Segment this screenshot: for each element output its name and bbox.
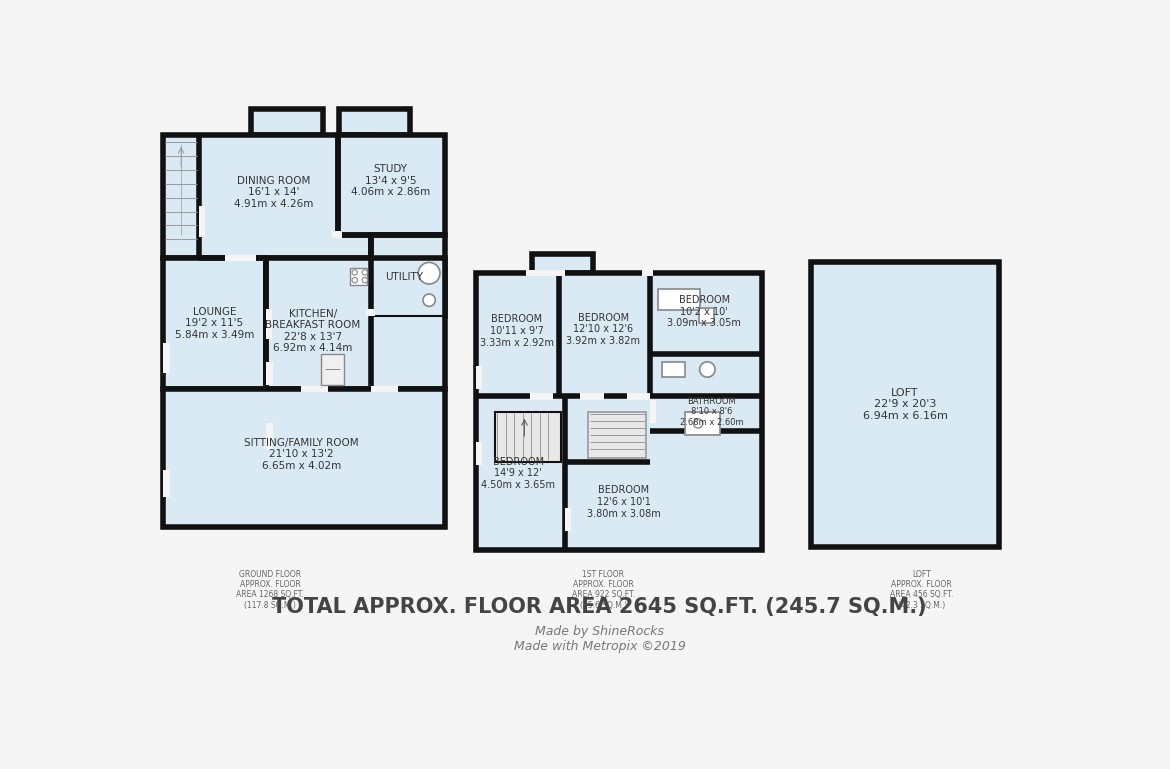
Bar [661, 361, 684, 377]
Bar [371, 235, 445, 315]
Text: Made by ShineRocks: Made by ShineRocks [535, 624, 665, 638]
Circle shape [422, 294, 435, 306]
Bar [495, 412, 560, 462]
Bar [267, 258, 445, 389]
Bar [476, 273, 763, 551]
Bar [301, 385, 329, 392]
Bar [164, 470, 170, 497]
Bar [164, 342, 170, 373]
Bar [350, 268, 367, 285]
Bar [698, 308, 715, 323]
Bar [226, 255, 256, 261]
Text: TOTAL APPROX. FLOOR AREA 2645 SQ.FT. (245.7 SQ.M.): TOTAL APPROX. FLOOR AREA 2645 SQ.FT. (24… [273, 597, 927, 617]
Bar [532, 254, 593, 273]
Text: LOUNGE
19'2 x 11'5
5.84m x 3.49m: LOUNGE 19'2 x 11'5 5.84m x 3.49m [174, 307, 254, 340]
Bar [339, 109, 409, 135]
Text: LOFT
22'9 x 20'3
6.94m x 6.16m: LOFT 22'9 x 20'3 6.94m x 6.16m [862, 388, 948, 421]
Text: 1ST FLOOR
APPROX. FLOOR
AREA 922 SQ.FT.
(85.6 SQ.M.): 1ST FLOOR APPROX. FLOOR AREA 922 SQ.FT. … [572, 570, 635, 610]
Text: SITTING/FAMILY ROOM
21'10 x 13'2
6.65m x 4.02m: SITTING/FAMILY ROOM 21'10 x 13'2 6.65m x… [243, 438, 358, 471]
Bar [164, 135, 371, 258]
Text: BEDROOM
14'9 x 12'
4.50m x 3.65m: BEDROOM 14'9 x 12' 4.50m x 3.65m [481, 457, 556, 490]
Bar [267, 424, 273, 451]
Bar [338, 135, 445, 235]
Bar [164, 389, 445, 528]
Bar [526, 270, 565, 276]
Bar [199, 206, 205, 237]
Bar [267, 309, 271, 338]
Circle shape [362, 278, 367, 283]
Circle shape [700, 361, 715, 377]
Bar [365, 308, 374, 315]
Bar [658, 288, 701, 310]
Bar [321, 354, 344, 384]
Circle shape [352, 278, 358, 283]
Text: DINING ROOM
16'1 x 14'
4.91m x 4.26m: DINING ROOM 16'1 x 14' 4.91m x 4.26m [234, 176, 314, 209]
Text: Made with Metropix ©2019: Made with Metropix ©2019 [514, 640, 686, 653]
Bar [332, 231, 342, 238]
Circle shape [352, 270, 358, 275]
Bar [589, 412, 646, 458]
Bar [580, 394, 604, 400]
Bar [267, 361, 273, 384]
Bar [476, 365, 482, 389]
Text: BEDROOM
10'2 x 10'
3.09m x 3.05m: BEDROOM 10'2 x 10' 3.09m x 3.05m [667, 295, 741, 328]
Bar [476, 442, 482, 465]
Bar [684, 412, 720, 435]
Text: GROUND FLOOR
APPROX. FLOOR
AREA 1268 SQ.FT.
(117.8 SQ.M.): GROUND FLOOR APPROX. FLOOR AREA 1268 SQ.… [236, 570, 304, 610]
Text: UTILITY: UTILITY [385, 272, 424, 282]
Circle shape [694, 419, 703, 428]
Bar [250, 109, 323, 135]
Circle shape [362, 270, 367, 275]
Text: BEDROOM
10'11 x 9'7
3.33m x 2.92m: BEDROOM 10'11 x 9'7 3.33m x 2.92m [480, 315, 553, 348]
Text: BATHROOM
8'10 x 8'6
2.68m x 2.60m: BATHROOM 8'10 x 8'6 2.68m x 2.60m [680, 397, 744, 427]
Text: STUDY
13'4 x 9'5
4.06m x 2.86m: STUDY 13'4 x 9'5 4.06m x 2.86m [351, 165, 431, 198]
Bar [371, 385, 398, 392]
Bar [530, 394, 553, 400]
Bar [627, 394, 651, 400]
Text: KITCHEN/
BREAKFAST ROOM
22'8 x 13'7
6.92m x 4.14m: KITCHEN/ BREAKFAST ROOM 22'8 x 13'7 6.92… [266, 308, 360, 354]
Text: BEDROOM
12'6 x 10'1
3.80m x 3.08m: BEDROOM 12'6 x 10'1 3.80m x 3.08m [587, 485, 661, 518]
Bar [565, 508, 571, 531]
Bar [811, 261, 999, 547]
Bar [651, 401, 656, 424]
Text: LOFT
APPROX. FLOOR
AREA 456 SQ.FT.
(42.3 SQ.M.): LOFT APPROX. FLOOR AREA 456 SQ.FT. (42.3… [889, 570, 952, 610]
Bar [642, 270, 653, 276]
Bar [164, 258, 267, 389]
Text: BEDROOM
12'10 x 12'6
3.92m x 3.82m: BEDROOM 12'10 x 12'6 3.92m x 3.82m [566, 313, 640, 346]
Circle shape [419, 262, 440, 284]
